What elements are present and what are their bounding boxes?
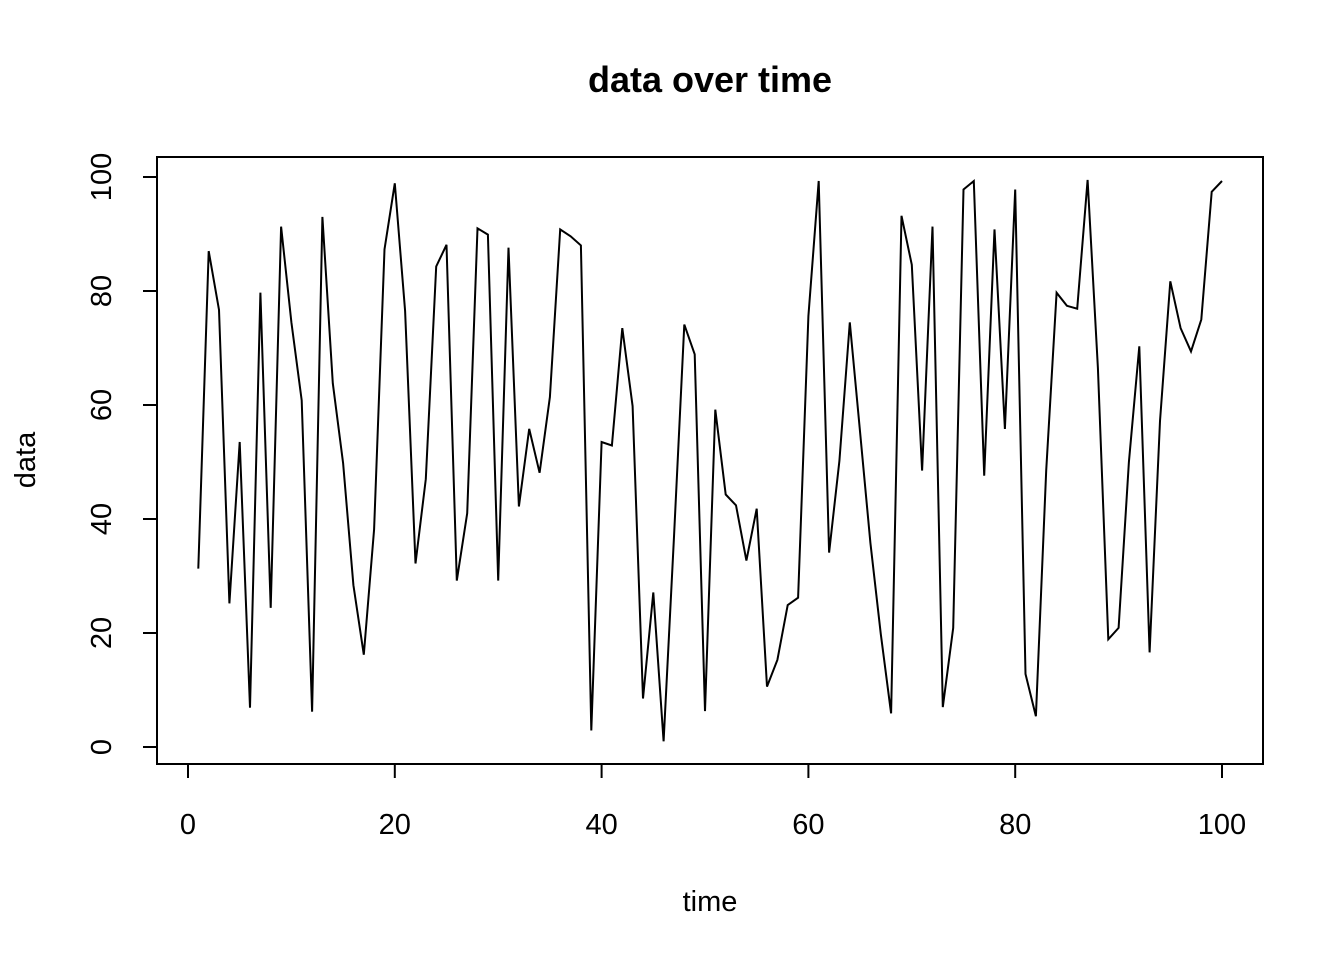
y-tick-label: 100 (86, 153, 118, 201)
y-axis: 0 20 40 60 80 100 (86, 153, 158, 755)
y-tick-label: 80 (86, 275, 118, 307)
y-tick-label: 20 (86, 617, 118, 649)
chart-title: data over time (588, 59, 832, 100)
y-tick-label: 60 (86, 389, 118, 421)
x-tick-label: 60 (792, 809, 824, 841)
series-line (197, 178, 1223, 742)
plot-frame (156, 156, 1264, 765)
x-axis: 0 20 40 60 80 100 (180, 763, 1246, 841)
x-tick-label: 20 (379, 809, 411, 841)
x-tick-label: 0 (180, 809, 196, 841)
y-tick-label: 0 (86, 739, 118, 755)
x-tick-label: 40 (585, 809, 617, 841)
series-layer (197, 178, 1223, 742)
x-tick-label: 100 (1198, 809, 1246, 841)
y-tick-label: 40 (86, 503, 118, 535)
y-axis-label: data (10, 431, 42, 488)
x-tick-label: 80 (999, 809, 1031, 841)
x-axis-label: time (683, 886, 738, 918)
